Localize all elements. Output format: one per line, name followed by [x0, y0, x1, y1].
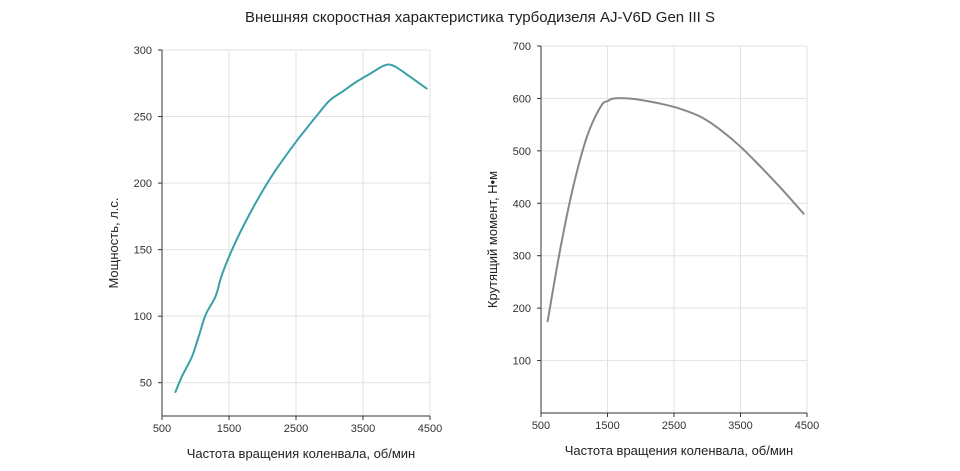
- torque-x-tick-label: 500: [532, 420, 550, 432]
- torque-y-tick-label: 500: [513, 146, 531, 158]
- power-y-tick-label: 200: [134, 178, 152, 190]
- power-y-axis-label: Мощность, л.с.: [106, 197, 121, 288]
- torque-y-tick-label: 400: [513, 198, 531, 210]
- torque-y-tick-label: 600: [513, 93, 531, 105]
- power-x-tick-label: 500: [153, 423, 171, 435]
- power-y-tick-label: 250: [134, 112, 152, 124]
- torque-y-tick-label: 700: [513, 41, 531, 53]
- power-x-axis-label: Частота вращения коленвала, об/мин: [187, 446, 416, 461]
- torque-x-tick-label: 4500: [795, 420, 819, 432]
- power-x-tick-label: 1500: [217, 423, 241, 435]
- torque-x-tick-label: 3500: [728, 420, 752, 432]
- torque-x-tick-label: 2500: [662, 420, 686, 432]
- power-y-tick-label: 150: [134, 245, 152, 257]
- figure-title: Внешняя скоростная характеристика турбод…: [245, 9, 715, 26]
- power-chart: 500 1500 2500 3500 4500 50 100 150 200 250 300 Част…: [106, 45, 442, 461]
- torque-x-tick-label: 1500: [595, 420, 619, 432]
- torque-y-axis-label: Крутящий момент, Н•м: [485, 171, 500, 308]
- power-y-tick-label: 300: [134, 45, 152, 57]
- power-series-line: [174, 63, 428, 393]
- power-y-tick-label: 100: [134, 311, 152, 323]
- power-x-tick-label: 4500: [418, 423, 442, 435]
- torque-series-line: [546, 97, 805, 323]
- torque-chart: 500 1500 2500 3500 4500 100 200 300 400 500 600 700…: [485, 41, 819, 458]
- torque-y-tick-label: 200: [513, 303, 531, 315]
- torque-y-tick-label: 100: [513, 356, 531, 368]
- power-x-tick-label: 2500: [284, 423, 308, 435]
- torque-x-axis-label: Частота вращения коленвала, об/мин: [565, 443, 794, 458]
- power-x-tick-label: 3500: [351, 423, 375, 435]
- torque-y-tick-label: 300: [513, 251, 531, 263]
- power-y-tick-label: 50: [140, 378, 152, 390]
